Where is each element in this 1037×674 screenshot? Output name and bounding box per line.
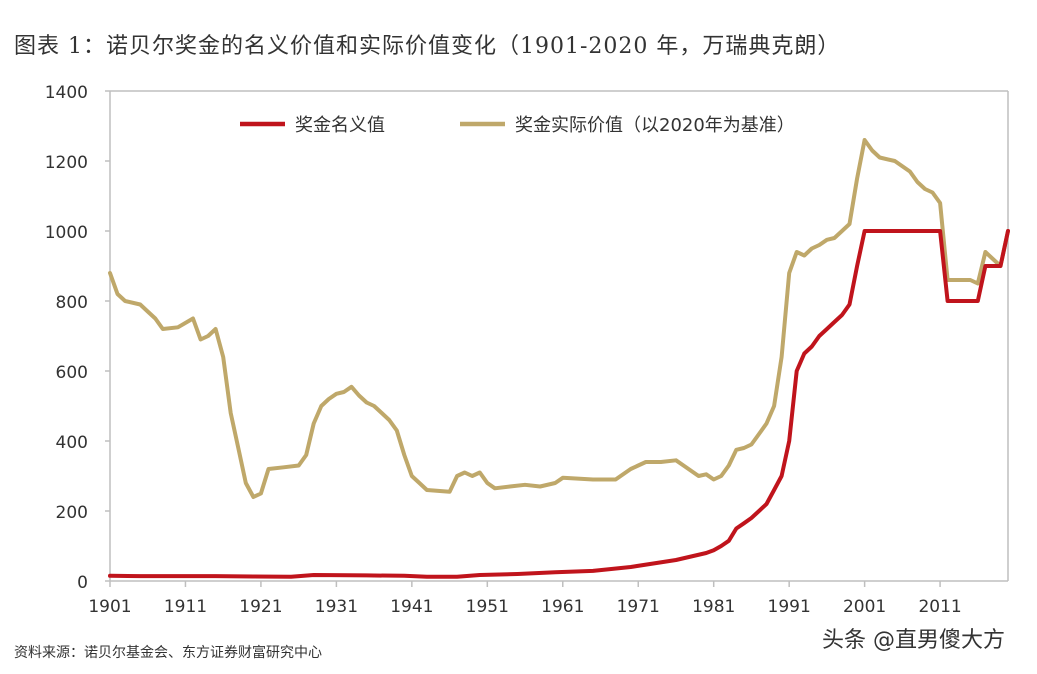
- legend-label: 奖金实际价值（以2020年为基准）: [515, 115, 795, 136]
- legend-item-nominal: 奖金名义值: [240, 115, 385, 136]
- x-tick-label: 1931: [315, 597, 358, 617]
- x-tick-label: 2011: [918, 597, 961, 617]
- x-tick-label: 1991: [768, 597, 811, 617]
- y-tick-label: 800: [56, 293, 88, 313]
- y-tick-label: 0: [77, 573, 88, 593]
- x-tick-label: 1911: [164, 597, 207, 617]
- y-tick-label: 200: [56, 503, 88, 523]
- x-tick-label: 1941: [390, 597, 433, 617]
- y-tick-label: 1000: [45, 223, 88, 243]
- x-tick-label: 1981: [692, 597, 735, 617]
- y-tick-label: 1400: [45, 83, 88, 103]
- series-line-nominal: [108, 229, 1010, 579]
- series-line-real: [108, 138, 1010, 499]
- y-tick-label: 600: [56, 363, 88, 383]
- chart-axes: 0 200 400 600 800 1000 1200 1400 1901 1911 1921 193…: [45, 83, 1009, 617]
- chart-series: [108, 138, 1010, 579]
- x-tick-label: 1951: [466, 597, 509, 617]
- x-tick-label: 1901: [88, 597, 131, 617]
- y-tick-label: 400: [56, 433, 88, 453]
- x-tick-label: 1961: [541, 597, 584, 617]
- x-tick-label: 1971: [617, 597, 660, 617]
- source-note: 资料来源：诺贝尔基金会、东方证券财富研究中心: [14, 645, 322, 661]
- x-tick-label: 2001: [843, 597, 886, 617]
- legend-item-real: 奖金实际价值（以2020年为基准）: [460, 115, 795, 136]
- chart-title: 图表 1：诺贝尔奖金的名义价值和实际价值变化（1901-2020 年，万瑞典克朗…: [14, 34, 841, 59]
- chart-legend: 奖金名义值 奖金实际价值（以2020年为基准）: [240, 115, 795, 136]
- y-tick-label: 1200: [45, 153, 88, 173]
- watermark: 头条 @直男傻大方: [822, 628, 1005, 653]
- x-tick-label: 1921: [239, 597, 282, 617]
- legend-label: 奖金名义值: [295, 115, 385, 136]
